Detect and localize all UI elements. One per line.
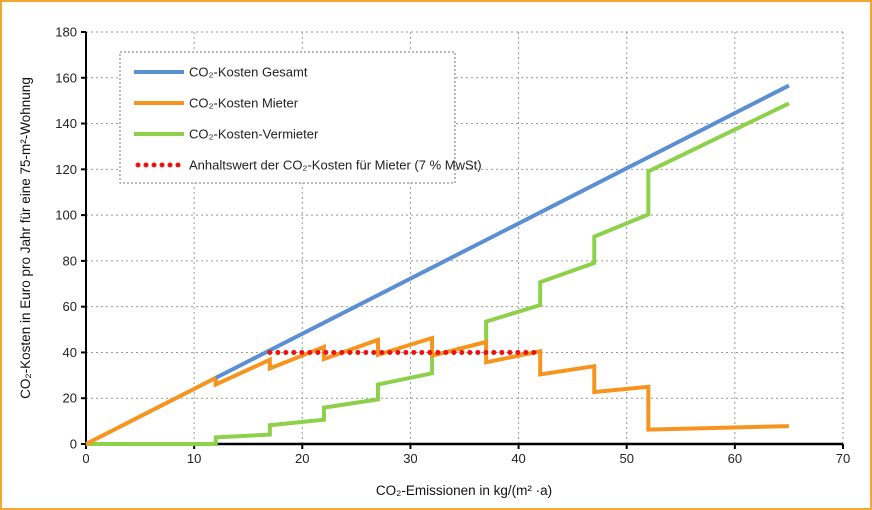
x-axis-label: CO₂-Emissionen in kg/(m² ·a) [376,483,552,498]
tick-labels: 0 10 20 30 40 50 60 70 0 20 40 60 80 100 120 140 160 180 [55,25,850,467]
series-line-vermieter [86,101,790,446]
legend-label: Anhaltswert der CO₂-Kosten für Mieter (7… [189,158,482,173]
x-tick-label: 10 [187,451,201,466]
x-tick-label: 50 [619,451,633,466]
y-tick-label: 60 [63,299,77,314]
y-tick-label: 80 [63,253,77,268]
y-tick-label: 100 [55,208,77,223]
x-tick-label: 40 [511,451,525,466]
x-tick-label: 30 [403,451,417,466]
y-tick-label: 140 [55,116,77,131]
x-tick-label: 0 [82,451,89,466]
series-line-gesamt [214,83,790,380]
series-lines [85,83,790,446]
x-tick-label: 60 [728,451,742,466]
y-tick-label: 160 [55,70,77,85]
y-tick-label: 20 [63,391,77,406]
legend: CO₂-Kosten Gesamt CO₂-Kosten Mieter CO₂-Ko… [119,51,482,184]
series-line-mieter [85,335,789,446]
legend-label: CO₂-Kosten-Vermieter [189,127,319,142]
legend-label: CO₂-Kosten Gesamt [189,65,308,80]
x-tick-label: 20 [295,451,309,466]
y-tick-label: 180 [55,25,77,40]
y-tick-label: 40 [63,345,77,360]
x-tick-label: 70 [836,451,850,466]
y-tick-label: 0 [70,437,77,452]
y-tick-label: 120 [55,162,77,177]
legend-label: CO₂-Kosten Mieter [189,96,299,111]
y-axis-label: CO₂-Kosten in Euro pro Jahr für eine 75-… [18,77,33,399]
